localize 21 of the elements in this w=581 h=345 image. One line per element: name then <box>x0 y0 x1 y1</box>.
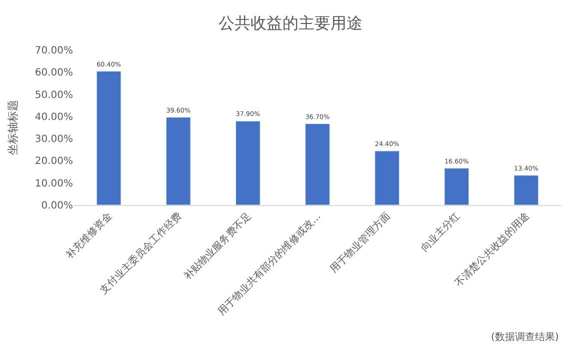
y-tick-label: 10.00% <box>34 178 73 190</box>
y-tick-label: 60.00% <box>34 68 73 79</box>
x-tick-label: 补充维修资金 <box>64 210 114 262</box>
y-axis-title: 坐标轴标题 <box>6 100 20 155</box>
bar <box>305 123 330 205</box>
x-tick-label: 向业主分红 <box>418 210 462 254</box>
y-tick-label: 70.00% <box>34 46 73 56</box>
chart-title: 公共收益的主要用途 <box>218 13 362 32</box>
y-tick-label: 50.00% <box>34 90 73 101</box>
y-tick-label: 40.00% <box>34 112 73 123</box>
text: (数据调查结果) <box>491 331 559 343</box>
y-tick-label: 0.00% <box>41 200 73 212</box>
bar <box>444 168 470 205</box>
y-tick-label: 20.00% <box>34 156 73 168</box>
y-tick-label: 30.00% <box>34 134 73 146</box>
bar <box>166 117 191 205</box>
bar <box>236 120 260 205</box>
x-tick-label: 用于物业管理方面 <box>328 210 393 276</box>
bar <box>514 175 539 205</box>
bar <box>96 71 122 205</box>
bar <box>374 150 400 205</box>
